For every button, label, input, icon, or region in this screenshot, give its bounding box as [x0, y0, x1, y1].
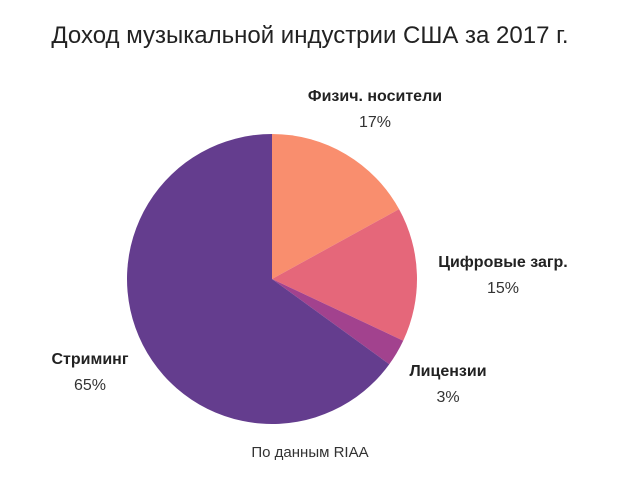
slice-label-3: Лицензии [409, 363, 486, 380]
slice-label-1: Физич. носители [308, 88, 442, 105]
source-note: По данным RIAA [251, 444, 369, 461]
pie-slice-1 [272, 134, 400, 279]
slice-label-4: Стриминг [52, 351, 129, 368]
slice-value-4: 65% [74, 377, 106, 394]
chart-title: Доход музыкальной индустрии США за 2017 … [51, 22, 569, 49]
slice-value-3: 3% [436, 389, 459, 406]
pie-labels: Физич. носители 17% Цифровые загр. 15% Лицен… [52, 88, 568, 406]
pie-slice-4 [127, 134, 390, 424]
slice-value-1: 17% [359, 114, 391, 131]
slice-value-2: 15% [487, 280, 519, 297]
slice-label-2: Цифровые загр. [438, 254, 567, 271]
pie-slice-2 [272, 209, 417, 341]
pie-slice-3 [272, 279, 404, 365]
pie-slices [127, 134, 417, 424]
